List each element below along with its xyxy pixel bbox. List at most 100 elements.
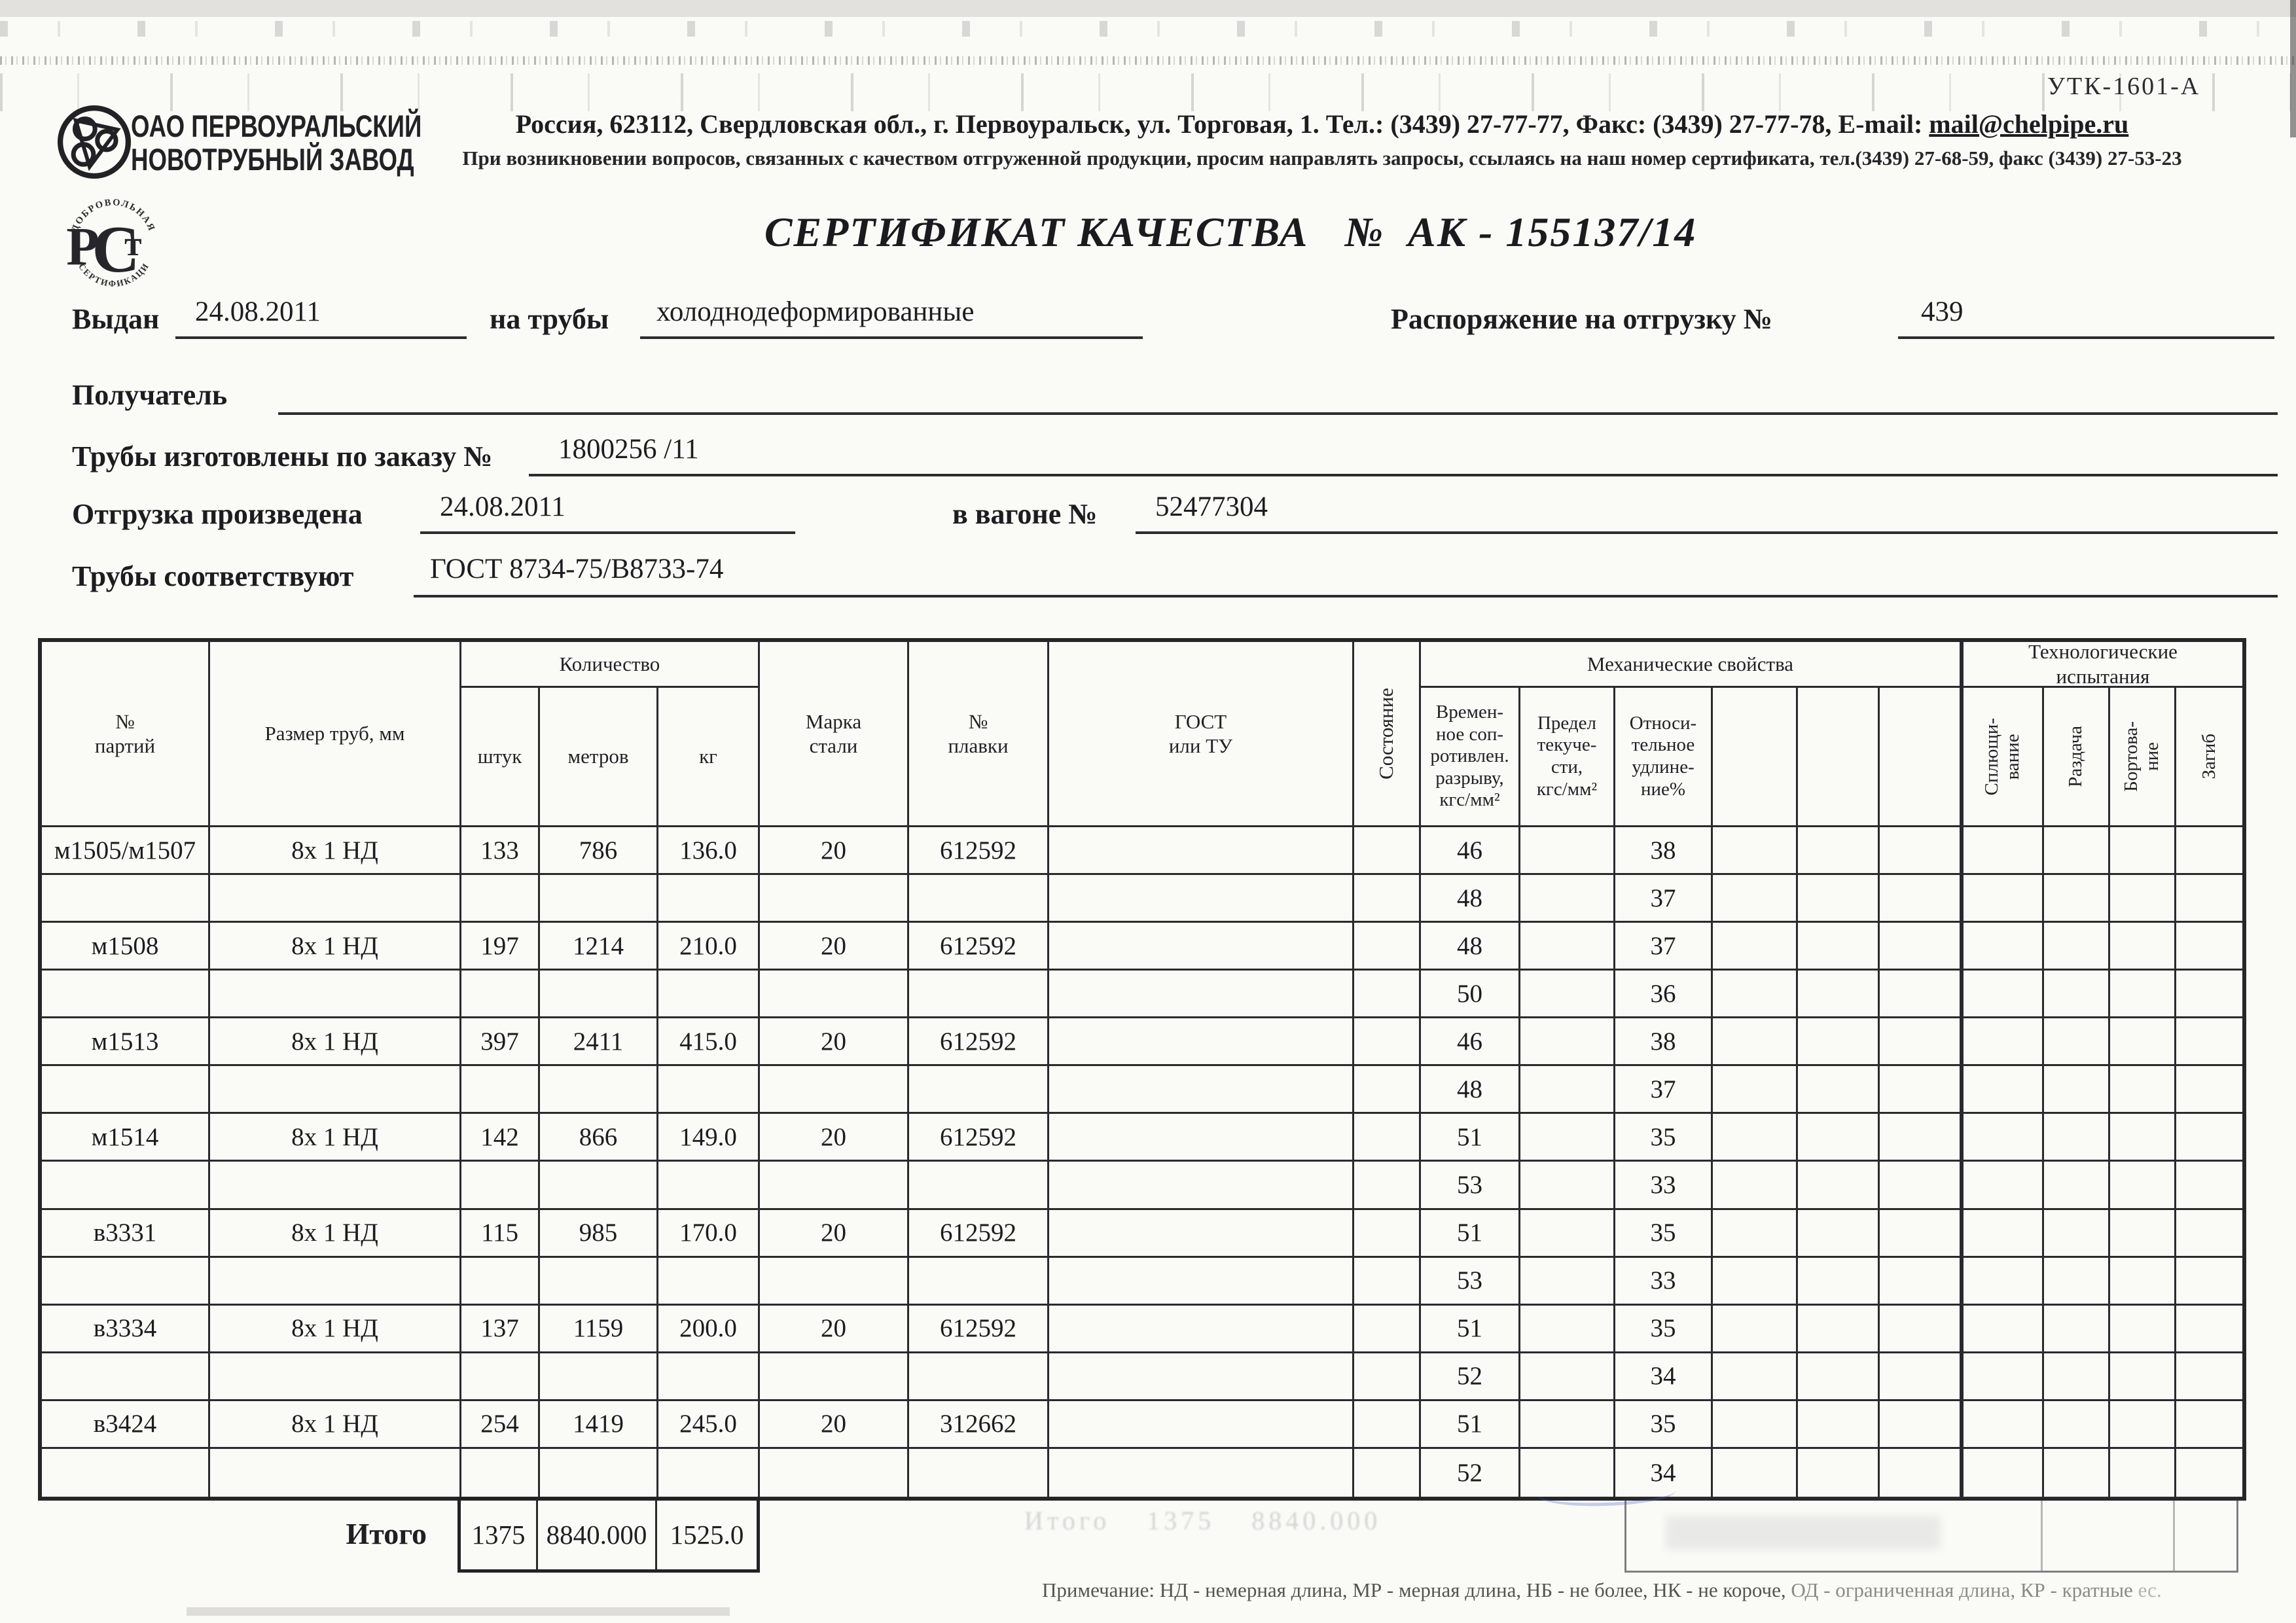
cell-r6-flat — [1964, 1066, 2044, 1115]
cell-r3-expand — [2044, 923, 2110, 971]
cell-r10-tensile: 53 — [1421, 1257, 1520, 1306]
wagon-label: в вагоне № — [952, 498, 1098, 530]
cell-r2-batch — [42, 875, 210, 923]
cell-r4-yield — [1520, 971, 1615, 1019]
email-label: E-mail: — [1838, 109, 1923, 139]
receiver-value — [278, 372, 2278, 415]
shipped-value: 24.08.2011 — [420, 491, 795, 534]
cell-r7-gost — [1049, 1114, 1354, 1162]
cell-r3-b2 — [1798, 923, 1880, 971]
cell-r6-batch — [42, 1066, 210, 1115]
cell-r2-b1 — [1713, 875, 1798, 923]
cell-r12-kg — [658, 1353, 760, 1401]
cell-r9-expand — [2044, 1209, 2110, 1258]
cell-r11-flat — [1964, 1305, 2044, 1353]
cell-r10-pcs — [461, 1257, 540, 1306]
header-size: Размер труб, мм — [210, 642, 461, 827]
header-quantity-group: Количество — [461, 642, 760, 688]
header-state: Состояние — [1354, 642, 1421, 827]
cell-r8-state — [1354, 1162, 1421, 1210]
certificate-table: № партий Размер труб, мм Марка стали № плав… — [38, 638, 2246, 1501]
cell-r7-batch: м1514 — [42, 1114, 210, 1162]
cell-r5-kg: 415.0 — [658, 1018, 760, 1067]
company-email: mail@chelpipe.ru — [1929, 109, 2129, 139]
cell-r14-b1 — [1713, 1448, 1798, 1497]
cell-r4-heat — [909, 971, 1049, 1019]
cell-r6-pcs — [461, 1066, 540, 1115]
cell-r10-yield — [1520, 1257, 1615, 1306]
cell-r12-size — [210, 1353, 461, 1401]
company-address: Россия, 623112, Свердловская обл., г. Пе… — [367, 109, 2278, 139]
cell-r11-b1 — [1713, 1305, 1798, 1353]
totals-meters: 8840.000 — [538, 1500, 657, 1569]
header-bend-text: Загиб — [2198, 734, 2219, 779]
cell-r9-size: 8х 1 НД — [210, 1209, 461, 1258]
page-title: СЕРТИФИКАТ КАЧЕСТВА № АК - 155137/14 — [655, 208, 1806, 257]
cell-r13-kg: 245.0 — [658, 1400, 760, 1449]
cell-r9-yield — [1520, 1209, 1615, 1258]
cell-r1-flange — [2110, 827, 2176, 876]
company-contact-line: При возникновении вопросов, связанных с … — [462, 147, 2182, 169]
cell-r2-pcs — [461, 875, 540, 923]
cell-r13-tensile: 51 — [1421, 1400, 1520, 1449]
cell-r3-size: 8х 1 НД — [210, 923, 461, 971]
cell-r2-steel — [760, 875, 909, 923]
cell-r9-gost — [1049, 1209, 1354, 1258]
cell-r8-flange — [2110, 1162, 2176, 1210]
cell-r6-b1 — [1713, 1066, 1798, 1115]
order-value: 439 — [1898, 296, 2274, 339]
header-tensile: Времен- ное соп- ротивлен. разрыву, кгс/… — [1421, 688, 1520, 827]
cell-r1-pcs: 133 — [461, 827, 540, 876]
ghost-totals-text: Итого 1375 8840.000 — [1024, 1506, 1382, 1535]
cell-r5-m: 2411 — [540, 1018, 658, 1067]
cell-r6-elong: 37 — [1615, 1066, 1713, 1115]
cell-r11-b3 — [1880, 1305, 1964, 1353]
footnote-tail: ОД - ограниченная длина, КР - кратные — [1785, 1578, 2133, 1601]
cell-r11-elong: 35 — [1615, 1305, 1713, 1353]
cell-r6-b2 — [1798, 1066, 1880, 1115]
cell-r1-m: 786 — [540, 827, 658, 876]
cell-r12-steel — [760, 1353, 909, 1401]
cell-r6-size — [210, 1066, 461, 1115]
cell-r5-size: 8х 1 НД — [210, 1018, 461, 1067]
cell-r1-flat — [1964, 827, 2044, 876]
cell-r7-yield — [1520, 1114, 1615, 1162]
cell-r4-batch — [42, 971, 210, 1019]
shipped-label: Отгрузка произведена — [72, 498, 363, 530]
header-flattening-text: Сплющи- вание — [1981, 717, 2023, 796]
cell-r3-b1 — [1713, 923, 1798, 971]
cell-r4-gost — [1049, 971, 1354, 1019]
cell-r7-elong: 35 — [1615, 1114, 1713, 1162]
cell-r10-bend — [2176, 1258, 2242, 1306]
cell-r7-state — [1354, 1114, 1421, 1162]
cell-r10-b1 — [1713, 1257, 1798, 1306]
cell-r3-bend — [2176, 923, 2242, 971]
cell-r12-bend — [2176, 1353, 2242, 1401]
cell-r2-gost — [1049, 875, 1354, 923]
cell-r13-size: 8х 1 НД — [210, 1400, 461, 1449]
cell-r1-bend — [2176, 827, 2242, 876]
cell-r2-m — [540, 875, 658, 923]
cell-r1-heat: 612592 — [909, 827, 1049, 876]
cell-r12-pcs — [461, 1353, 540, 1401]
cell-r6-m — [540, 1066, 658, 1115]
certificate-number: АК - 155137/14 — [1408, 209, 1697, 255]
cell-r14-tensile: 52 — [1421, 1448, 1520, 1497]
cell-r3-flange — [2110, 923, 2176, 971]
scan-top-band — [0, 0, 2296, 17]
cell-r13-b2 — [1798, 1400, 1880, 1449]
cell-r10-heat — [909, 1257, 1049, 1306]
company-logo-icon — [57, 105, 132, 179]
header-state-text: Состояние — [1374, 688, 1398, 779]
cell-r3-gost — [1049, 923, 1354, 971]
cell-r7-steel: 20 — [760, 1114, 909, 1162]
cell-r6-gost — [1049, 1066, 1354, 1115]
cell-r12-tensile: 52 — [1421, 1353, 1520, 1401]
cell-r2-tensile: 48 — [1421, 875, 1520, 923]
cell-r2-flange — [2110, 875, 2176, 923]
cell-r9-flange — [2110, 1209, 2176, 1258]
title-number: № АК - 155137/14 — [1344, 209, 1697, 255]
cell-r3-pcs: 197 — [461, 923, 540, 971]
cell-r5-bend — [2176, 1018, 2242, 1067]
